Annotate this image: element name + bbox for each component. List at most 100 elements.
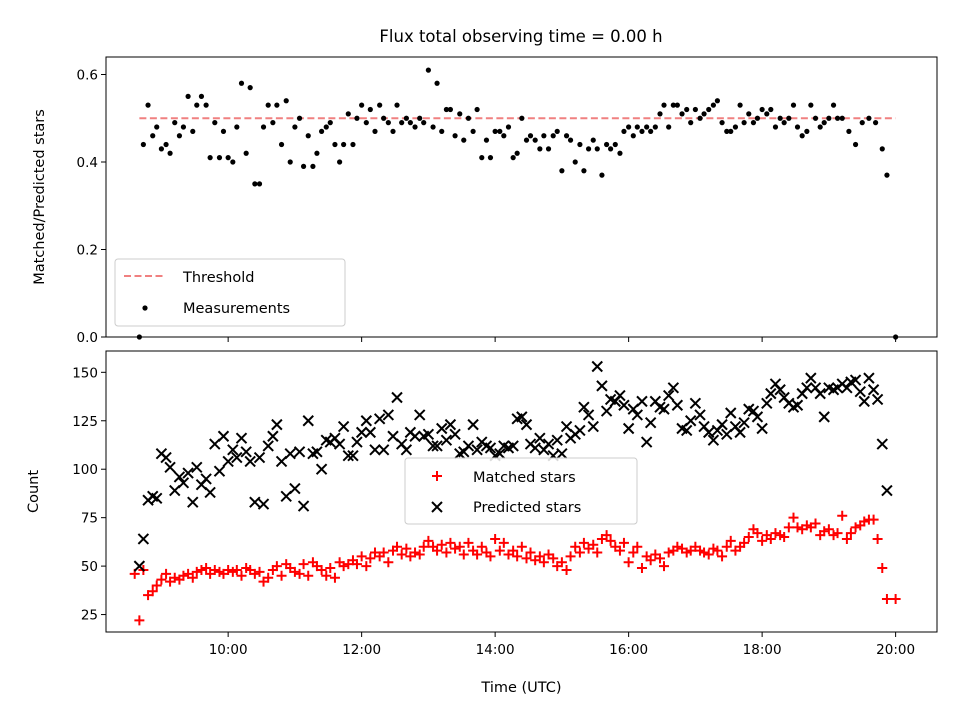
data-point [684, 106, 690, 113]
data-point [355, 426, 368, 439]
data-point [672, 541, 683, 552]
data-point [621, 128, 627, 134]
data-point [161, 568, 172, 579]
data-point [447, 106, 454, 113]
data-point [412, 124, 418, 130]
data-point [169, 572, 180, 583]
data-point [403, 115, 409, 121]
data-point [231, 564, 242, 575]
data-point [830, 102, 837, 108]
data-point [292, 124, 298, 130]
data-point [541, 133, 547, 139]
data-point [670, 102, 676, 108]
data-point [790, 102, 797, 108]
data-point [523, 137, 530, 143]
data-point [137, 533, 150, 545]
data-point [158, 146, 164, 152]
data-point [265, 102, 271, 108]
data-point [859, 120, 865, 126]
data-point [369, 444, 381, 456]
data-point [538, 557, 549, 568]
data-point [781, 120, 787, 126]
data-point [180, 124, 187, 130]
data-point [147, 586, 158, 597]
data-point [618, 537, 629, 548]
axes-frame [105, 56, 938, 338]
legend-label: Threshold [182, 270, 254, 286]
data-point [276, 570, 287, 581]
data-point [764, 111, 770, 117]
data-point [392, 541, 403, 552]
data-point [661, 102, 667, 108]
data-point [364, 426, 377, 439]
data-point [257, 498, 270, 510]
data-point [154, 124, 160, 130]
data-point [351, 436, 363, 448]
x-tick-label: 18:00 [743, 642, 782, 658]
axes-frame [105, 350, 938, 633]
data-point [431, 440, 443, 452]
data-point [465, 115, 472, 121]
data-point [187, 572, 198, 583]
data-point [350, 141, 356, 148]
data-point [725, 407, 737, 419]
data-point [750, 120, 757, 126]
data-point [240, 446, 252, 458]
data-point [881, 484, 893, 497]
data-point [329, 572, 340, 583]
data-point [220, 128, 227, 134]
data-point [599, 172, 605, 178]
data-point [752, 528, 763, 539]
data-point [808, 102, 814, 108]
data-point [612, 141, 618, 148]
y-tick-label: 25 [81, 608, 98, 624]
data-point [657, 111, 663, 117]
data-point [703, 549, 714, 560]
data-point [443, 106, 450, 113]
data-point [868, 514, 879, 525]
data-point [483, 137, 490, 143]
data-point [817, 124, 823, 130]
data-point [337, 159, 343, 165]
data-point [849, 374, 862, 386]
data-point [626, 124, 632, 130]
data-point [636, 563, 647, 574]
data-point [454, 541, 465, 552]
data-point [765, 387, 777, 400]
data-point [717, 551, 728, 562]
data-point [263, 572, 274, 583]
data-point [834, 115, 841, 121]
data-point [342, 449, 354, 462]
data-point [172, 120, 178, 126]
data-point [659, 561, 670, 572]
data-point [461, 137, 467, 143]
data-point [436, 422, 448, 435]
series-measurements [136, 67, 899, 340]
data-point [185, 93, 191, 99]
data-point [757, 535, 768, 546]
data-point [694, 409, 706, 421]
data-point [617, 150, 623, 156]
data-point [314, 150, 320, 156]
data-point [377, 102, 383, 108]
data-point [585, 146, 592, 152]
data-point [636, 395, 648, 408]
data-point [671, 399, 684, 411]
data-point [634, 124, 640, 130]
y-tick-label: 0.2 [77, 243, 98, 259]
data-point [270, 120, 276, 126]
data-point [410, 547, 421, 558]
data-point [663, 547, 674, 558]
y-tick-label: 150 [72, 365, 98, 381]
data-point [173, 471, 186, 483]
data-point [462, 440, 475, 452]
data-point [537, 146, 543, 152]
data-point [341, 141, 347, 148]
data-point [754, 115, 761, 121]
data-point [160, 451, 172, 464]
y-tick-label: 0.4 [77, 155, 98, 171]
y-tick-label: 0.0 [77, 330, 98, 346]
data-point [243, 150, 249, 156]
data-point [632, 541, 643, 552]
data-point [697, 115, 703, 121]
